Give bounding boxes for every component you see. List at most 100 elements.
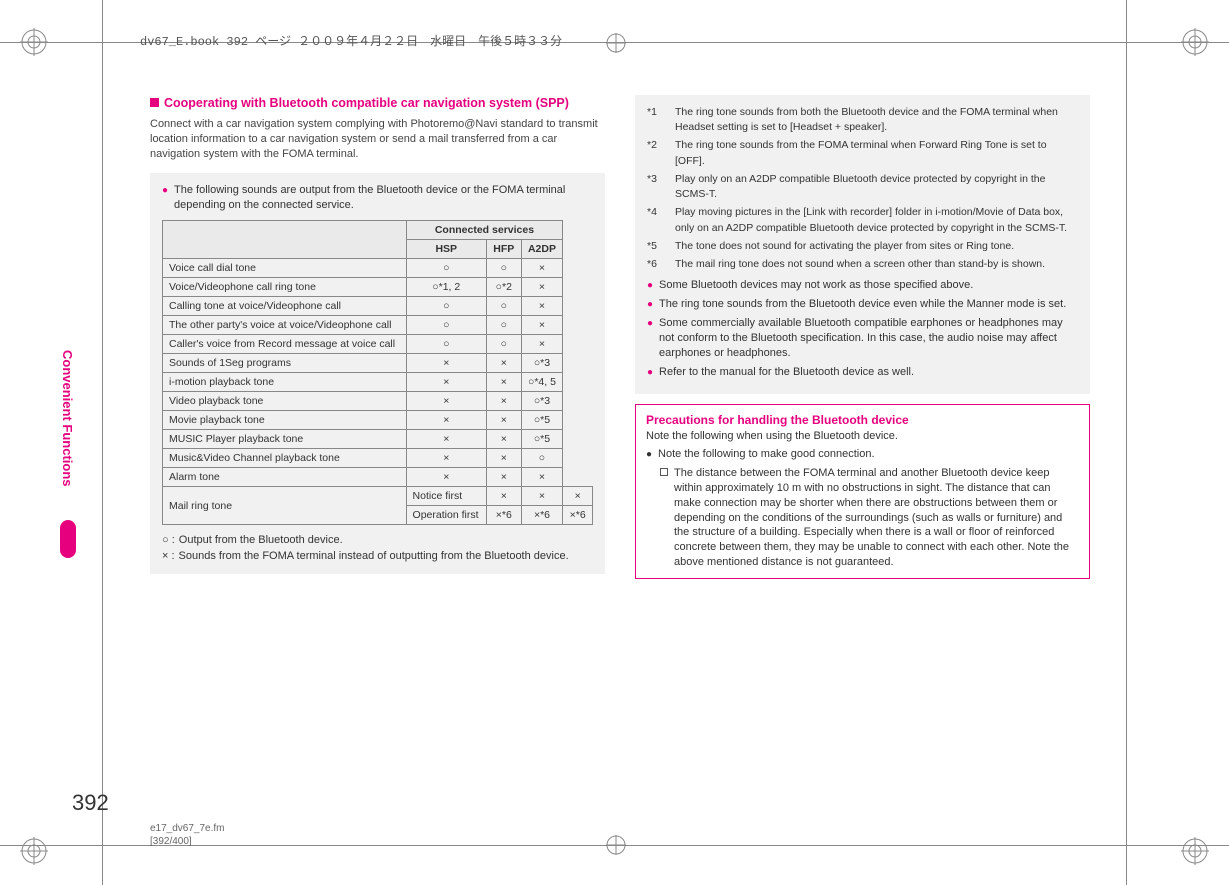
cell-symbol: × bbox=[486, 354, 521, 373]
cell-symbol: × bbox=[521, 316, 563, 335]
row-label: Caller's voice from Record message at vo… bbox=[163, 335, 407, 354]
cell-symbol: ×*6 bbox=[486, 506, 521, 525]
footnote-text: The ring tone sounds from both the Bluet… bbox=[675, 105, 1078, 135]
cell-symbol: × bbox=[406, 373, 486, 392]
footnote-num: *3 bbox=[647, 172, 667, 202]
bullet-dot-icon: ● bbox=[162, 183, 168, 213]
row-sublabel: Operation first bbox=[406, 506, 486, 525]
row-label: Sounds of 1Seg programs bbox=[163, 354, 407, 373]
table-row: i-motion playback tone××○*4, 5 bbox=[163, 373, 593, 392]
precautions-title: Precautions for handling the Bluetooth d… bbox=[646, 413, 1079, 427]
bullet-text: Some commercially available Bluetooth co… bbox=[659, 316, 1078, 361]
header-filename: dv67_E.book 392 ページ ２００９年４月２２日 水曜日 午後５時３… bbox=[140, 32, 562, 49]
info-bullet: ●The ring tone sounds from the Bluetooth… bbox=[647, 297, 1078, 312]
cell-symbol: × bbox=[486, 487, 521, 506]
row-label: Alarm tone bbox=[163, 468, 407, 487]
bullet-dot-icon: ● bbox=[647, 297, 653, 312]
table-row: The other party's voice at voice/Videoph… bbox=[163, 316, 593, 335]
row-label: Video playback tone bbox=[163, 392, 407, 411]
row-label: Mail ring tone bbox=[163, 487, 407, 525]
footnote-num: *5 bbox=[647, 239, 667, 254]
side-tab-marker bbox=[60, 520, 76, 558]
cell-symbol: ○ bbox=[521, 449, 563, 468]
footnote-text: Play moving pictures in the [Link with r… bbox=[675, 205, 1078, 235]
footnote-text: Play only on an A2DP compatible Bluetoot… bbox=[675, 172, 1078, 202]
intro-text: Connect with a car navigation system com… bbox=[150, 117, 605, 163]
sub-bullet-square-icon bbox=[660, 468, 668, 476]
footnote: *1The ring tone sounds from both the Blu… bbox=[647, 105, 1078, 135]
footnote-text: The tone does not sound for activating t… bbox=[675, 239, 1014, 254]
cell-symbol: × bbox=[406, 411, 486, 430]
legend-o-symbol: ○ : bbox=[162, 533, 175, 548]
section-heading: Cooperating with Bluetooth compatible ca… bbox=[150, 95, 605, 113]
row-label: Voice call dial tone bbox=[163, 259, 407, 278]
bullet-dot-icon: ● bbox=[647, 316, 653, 361]
footer-file: e17_dv67_7e.fm bbox=[150, 822, 225, 835]
footnote: *2 The ring tone sounds from the FOMA ter… bbox=[647, 138, 1078, 168]
cell-symbol: ×*6 bbox=[563, 506, 593, 525]
table-row: Alarm tone××× bbox=[163, 468, 593, 487]
prec-bullet: ● Note the following to make good connec… bbox=[646, 447, 1079, 462]
prec-sub-bullet: The distance between the FOMA terminal a… bbox=[660, 466, 1079, 570]
cell-symbol: ○*1, 2 bbox=[406, 278, 486, 297]
footnote-num: *6 bbox=[647, 257, 667, 272]
info-bullet: ●Refer to the manual for the Bluetooth d… bbox=[647, 365, 1078, 380]
page-body: Cooperating with Bluetooth compatible ca… bbox=[150, 95, 1090, 584]
col-hsp: HSP bbox=[406, 240, 486, 259]
cell-symbol: ○ bbox=[406, 259, 486, 278]
register-mark-icon bbox=[20, 28, 48, 56]
cell-symbol: × bbox=[406, 392, 486, 411]
row-label: MUSIC Player playback tone bbox=[163, 430, 407, 449]
footnote-text: The mail ring tone does not sound when a… bbox=[675, 257, 1045, 272]
table-row: Movie playback tone××○*5 bbox=[163, 411, 593, 430]
table-row: Music&Video Channel playback tone××○ bbox=[163, 449, 593, 468]
cell-symbol: ○*5 bbox=[521, 411, 563, 430]
footnote-text: The ring tone sounds from the FOMA termi… bbox=[675, 138, 1078, 168]
legend-x-text: Sounds from the FOMA terminal instead of… bbox=[179, 549, 569, 564]
row-label: i-motion playback tone bbox=[163, 373, 407, 392]
cell-symbol: × bbox=[563, 487, 593, 506]
note-lead-bullet: ● The following sounds are output from t… bbox=[162, 183, 593, 213]
cell-symbol: × bbox=[406, 354, 486, 373]
legend-x-symbol: × : bbox=[162, 549, 175, 564]
left-column: Cooperating with Bluetooth compatible ca… bbox=[150, 95, 605, 584]
heading-square-icon bbox=[150, 98, 159, 107]
table-header-group: Connected services bbox=[406, 221, 563, 240]
table-row: Calling tone at voice/Videophone call○○× bbox=[163, 297, 593, 316]
table-row: Voice/Videophone call ring tone○*1, 2○*2… bbox=[163, 278, 593, 297]
footnote-num: *2 bbox=[647, 138, 667, 168]
cell-symbol: × bbox=[486, 430, 521, 449]
footnote: *4 Play moving pictures in the [Link with… bbox=[647, 205, 1078, 235]
footnote-box: *1The ring tone sounds from both the Blu… bbox=[635, 95, 1090, 394]
row-label: Movie playback tone bbox=[163, 411, 407, 430]
cell-symbol: × bbox=[521, 487, 563, 506]
register-mark-icon bbox=[20, 837, 48, 865]
footnote: *3 Play only on an A2DP compatible Blueto… bbox=[647, 172, 1078, 202]
cell-symbol: ○ bbox=[486, 297, 521, 316]
legend-o-text: Output from the Bluetooth device. bbox=[179, 533, 343, 548]
col-a2dp: A2DP bbox=[521, 240, 563, 259]
cell-symbol: ○*3 bbox=[521, 392, 563, 411]
footnote-num: *4 bbox=[647, 205, 667, 235]
heading-text: Cooperating with Bluetooth compatible ca… bbox=[164, 96, 569, 110]
bullet-dot-icon: ● bbox=[647, 278, 653, 293]
info-bullet: ●Some commercially available Bluetooth c… bbox=[647, 316, 1078, 361]
register-mark-icon bbox=[1181, 28, 1209, 56]
table-row: Video playback tone××○*3 bbox=[163, 392, 593, 411]
services-table: Connected services HSP HFP A2DP Voice ca… bbox=[162, 220, 593, 525]
precautions-lead: Note the following when using the Blueto… bbox=[646, 429, 1079, 444]
cell-symbol: × bbox=[521, 297, 563, 316]
table-row: MUSIC Player playback tone××○*5 bbox=[163, 430, 593, 449]
cell-symbol: ○*3 bbox=[521, 354, 563, 373]
note-lead-text: The following sounds are output from the… bbox=[174, 183, 593, 213]
register-mark-icon bbox=[1181, 837, 1209, 865]
col-hfp: HFP bbox=[486, 240, 521, 259]
row-label: The other party's voice at voice/Videoph… bbox=[163, 316, 407, 335]
prec-sub-text: The distance between the FOMA terminal a… bbox=[674, 466, 1079, 570]
cell-symbol: × bbox=[486, 392, 521, 411]
footnote: *5 The tone does not sound for activating… bbox=[647, 239, 1078, 254]
right-column: *1The ring tone sounds from both the Blu… bbox=[635, 95, 1090, 584]
cell-symbol: × bbox=[521, 278, 563, 297]
footnote: *6 The mail ring tone does not sound when… bbox=[647, 257, 1078, 272]
cell-symbol: ○*2 bbox=[486, 278, 521, 297]
